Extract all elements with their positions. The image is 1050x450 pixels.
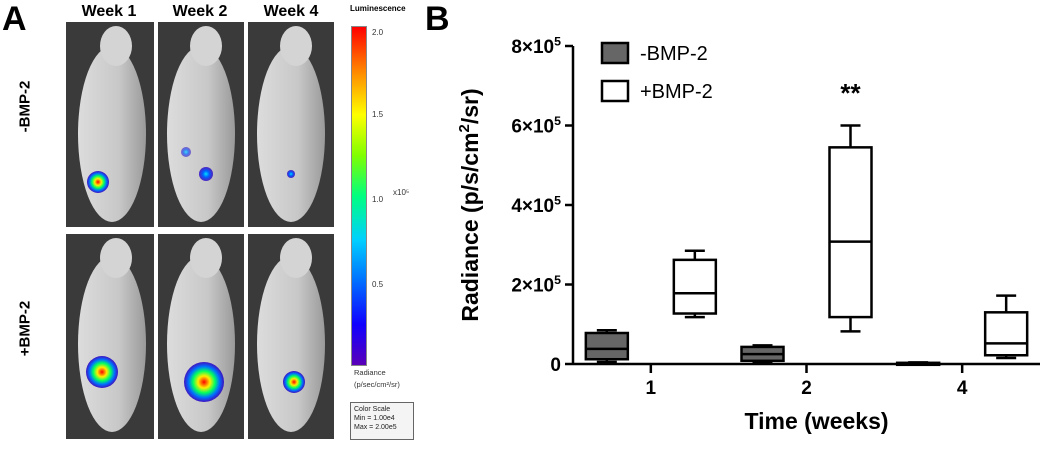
colorbar-tick: 1.5 [372, 110, 384, 119]
color-scale-max: Max = 2.00e5 [354, 424, 397, 431]
y-tick-label: 4×105 [511, 193, 561, 217]
colorbar-unit-label: Radiance [354, 368, 386, 377]
box-iqr [983, 311, 1029, 357]
y-tick-label: 8×105 [511, 34, 561, 58]
chart-axes: 0 2×105 4×105 6×105 8×105 Radiance (p/s/cm2/s… [456, 34, 1040, 434]
y-tick-label: 0 [550, 355, 561, 376]
color-scale-min: Min = 1.00e4 [354, 415, 395, 422]
colorbar-title: Luminescence [350, 4, 406, 13]
colorbar-unit-label: (p/sec/cm²/sr) [354, 380, 400, 389]
color-scale-box: Color Scale Min = 1.00e4 Max = 2.00e5 [350, 402, 414, 440]
significance-annotation: ** [840, 78, 861, 108]
box-minus-bmp2-4 [895, 361, 941, 367]
x-tick-label: 1 [646, 378, 657, 399]
week-label-1: Week 1 [81, 3, 137, 20]
mouse-image-minus-week1 [66, 22, 154, 227]
box-plus-bmp2-4 [983, 294, 1029, 360]
box-iqr [828, 146, 873, 319]
mouse-image-plus-week2 [158, 234, 244, 439]
y-axis-label: Radiance (p/s/cm2/sr) [456, 88, 483, 321]
y-tick-label: 2×105 [511, 273, 561, 297]
chart-marks: ** [584, 78, 1029, 367]
mouse-image-minus-week4 [248, 22, 334, 227]
legend-label: -BMP-2 [640, 43, 708, 65]
legend-swatch [600, 79, 630, 103]
colorbar-tick: 2.0 [372, 28, 384, 37]
mouse-image-plus-week4 [248, 234, 334, 439]
box-iqr [584, 331, 630, 361]
chart-legend: -BMP-2 +BMP-2 [600, 41, 713, 103]
mouse-image-grid [66, 22, 334, 439]
legend-label: +BMP-2 [640, 81, 713, 103]
colorbar [351, 26, 367, 366]
colorbar-tick: 1.0 [372, 195, 384, 204]
x-axis-label: Time (weeks) [744, 408, 888, 434]
legend-swatch [600, 41, 630, 65]
x-tick-label: 4 [957, 378, 968, 399]
colorbar-tick: 0.5 [372, 280, 384, 289]
panel-b-letter: B [425, 0, 450, 38]
box-minus-bmp2-1 [584, 328, 630, 364]
box-plus-bmp2-2 [828, 124, 873, 333]
box-iqr [672, 258, 718, 315]
colorbar-exponent: x10⁵ [393, 188, 410, 197]
box-minus-bmp2-2 [740, 344, 785, 365]
y-tick-label: 6×105 [511, 114, 561, 138]
box-plus-bmp2-1 [672, 249, 718, 319]
mouse-image-plus-week1 [66, 234, 154, 439]
x-tick-label: 2 [801, 378, 812, 399]
week-label-2: Week 2 [172, 3, 228, 20]
mouse-image-minus-week2 [158, 22, 244, 227]
panel-a-letter: A [2, 0, 27, 38]
week-label-4: Week 4 [263, 3, 319, 20]
color-scale-title: Color Scale [354, 406, 391, 413]
